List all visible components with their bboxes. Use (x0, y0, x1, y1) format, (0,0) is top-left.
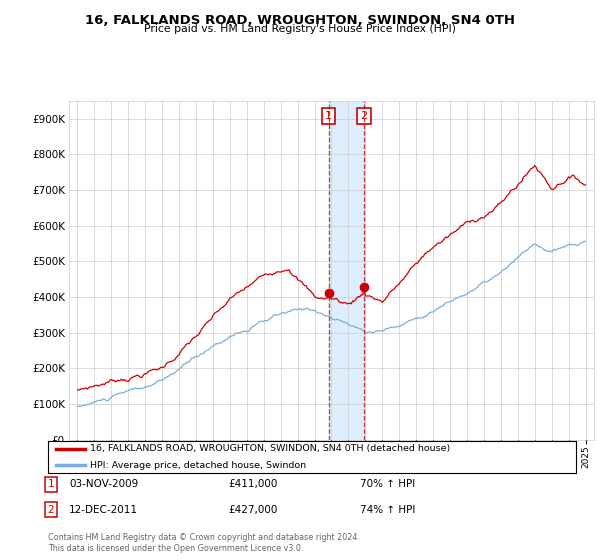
Text: 70% ↑ HPI: 70% ↑ HPI (360, 479, 415, 489)
Text: 1: 1 (325, 111, 332, 121)
Text: 03-NOV-2009: 03-NOV-2009 (69, 479, 138, 489)
Text: HPI: Average price, detached house, Swindon: HPI: Average price, detached house, Swin… (90, 460, 307, 470)
Text: £427,000: £427,000 (228, 505, 277, 515)
Text: Contains HM Land Registry data © Crown copyright and database right 2024.
This d: Contains HM Land Registry data © Crown c… (48, 533, 360, 553)
Text: 74% ↑ HPI: 74% ↑ HPI (360, 505, 415, 515)
Text: 16, FALKLANDS ROAD, WROUGHTON, SWINDON, SN4 0TH (detached house): 16, FALKLANDS ROAD, WROUGHTON, SWINDON, … (90, 444, 451, 454)
Text: 16, FALKLANDS ROAD, WROUGHTON, SWINDON, SN4 0TH: 16, FALKLANDS ROAD, WROUGHTON, SWINDON, … (85, 14, 515, 27)
Text: 2: 2 (47, 505, 55, 515)
Bar (329, 101, 364, 440)
Text: 12-DEC-2011: 12-DEC-2011 (69, 505, 138, 515)
Text: £411,000: £411,000 (228, 479, 277, 489)
Text: Price paid vs. HM Land Registry's House Price Index (HPI): Price paid vs. HM Land Registry's House … (144, 24, 456, 34)
Text: 1: 1 (47, 479, 55, 489)
Text: 2: 2 (361, 111, 368, 121)
